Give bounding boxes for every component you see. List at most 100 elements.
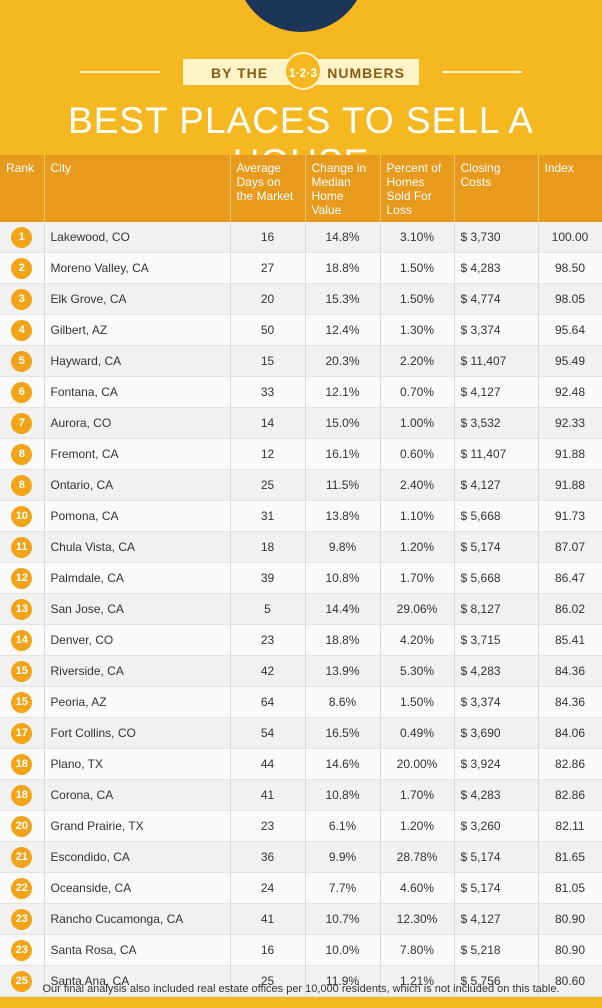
cell: 33 xyxy=(230,376,306,408)
row: 4 Gilbert, AZ 50 12.4% 1.30% $ 3,374 95.64 xyxy=(0,314,602,346)
cell: 39 xyxy=(230,562,306,594)
cell: $ 4,127 xyxy=(454,469,539,501)
row: 21 Escondido, CA 36 9.9% 28.78% $ 5,174 81.65 xyxy=(0,841,602,873)
cell: Gilbert, AZ xyxy=(44,314,231,346)
table: Rank City Average Days on the Market Change… xyxy=(0,155,602,997)
cell: $ 3,924 xyxy=(454,748,539,780)
cell: 92.33 xyxy=(538,407,602,439)
cell: 12 xyxy=(230,438,306,470)
cell: 16.5% xyxy=(305,717,381,749)
cell: 80.90 xyxy=(538,903,602,935)
cell: $ 4,774 xyxy=(454,283,539,315)
column-header: Percent of Homes Sold For Loss xyxy=(380,155,455,222)
rank-cell: 18 xyxy=(0,748,45,780)
cell: Pomona, CA xyxy=(44,500,231,532)
row: 18 Corona, CA 41 10.8% 1.70% $ 4,283 82.86 xyxy=(0,779,602,811)
cell: 91.73 xyxy=(538,500,602,532)
cell: 20.3% xyxy=(305,345,381,377)
cell: 54 xyxy=(230,717,306,749)
footnote: Our final analysis also included real es… xyxy=(42,983,560,995)
row: 10 Pomona, CA 31 13.8% 1.10% $ 5,668 91.73 xyxy=(0,500,602,532)
cell: Hayward, CA xyxy=(44,345,231,377)
row: 25 Santa Ana, CA 25 11.9% 1.21% $ 5,756 80.60 xyxy=(0,965,602,997)
cell: Ontario, CA xyxy=(44,469,231,501)
cell: 25 xyxy=(230,469,306,501)
cell: San Jose, CA xyxy=(44,593,231,625)
cell: $ 11,407 xyxy=(454,345,539,377)
cell: 80.90 xyxy=(538,934,602,966)
column-header: Average Days on the Market xyxy=(230,155,306,222)
cell: 86.47 xyxy=(538,562,602,594)
cell: 4.60% xyxy=(380,872,455,904)
cell: $ 5,756 xyxy=(454,965,539,997)
rank-cell: 21 xyxy=(0,841,45,873)
row: 12 Palmdale, CA 39 10.8% 1.70% $ 5,668 86.47 xyxy=(0,562,602,594)
rank-badge: 5 xyxy=(11,350,33,372)
rank-badge: 17 xyxy=(11,722,33,744)
cell: 10.8% xyxy=(305,562,381,594)
cell: 81.05 xyxy=(538,872,602,904)
cell: 10.0% xyxy=(305,934,381,966)
cell: 84.06 xyxy=(538,717,602,749)
cell: 6.1% xyxy=(305,810,381,842)
cell: 4.20% xyxy=(380,624,455,656)
cell: Riverside, CA xyxy=(44,655,231,687)
row: 15 Riverside, CA 42 13.9% 5.30% $ 4,283 84.36 xyxy=(0,655,602,687)
cell: $ 3,374 xyxy=(454,686,539,718)
cell: 28.78% xyxy=(380,841,455,873)
cell: 12.1% xyxy=(305,376,381,408)
rank-cell: 4 xyxy=(0,314,45,346)
rank-badge: 10 xyxy=(11,505,33,527)
rank-badge: 15 xyxy=(11,660,33,682)
rank-cell: 11 xyxy=(0,531,45,563)
cell: 44 xyxy=(230,748,306,780)
cell: 10.7% xyxy=(305,903,381,935)
cell: 86.02 xyxy=(538,593,602,625)
rank-badge: 3 xyxy=(11,288,33,310)
cell: $ 3,374 xyxy=(454,314,539,346)
cell: $ 3,730 xyxy=(454,222,539,253)
cell: $ 3,260 xyxy=(454,810,539,842)
cell: Lakewood, CO xyxy=(44,222,231,253)
header: smartasset BY THE NUMBERS 1·2·3 BEST PLA… xyxy=(0,0,602,155)
cell: 23 xyxy=(230,810,306,842)
rank-cell: 22 xyxy=(0,872,45,904)
row: 7 Aurora, CO 14 15.0% 1.00% $ 3,532 92.33 xyxy=(0,407,602,439)
cell: 87.07 xyxy=(538,531,602,563)
cell: Fort Collins, CO xyxy=(44,717,231,749)
cell: 1.30% xyxy=(380,314,455,346)
cell: 91.88 xyxy=(538,469,602,501)
rank-badge: 18 xyxy=(11,784,33,806)
cell: 95.49 xyxy=(538,345,602,377)
rank-cell: 15 xyxy=(0,655,45,687)
cell: $ 3,532 xyxy=(454,407,539,439)
cell: Escondido, CA xyxy=(44,841,231,873)
rank-badge: 25 xyxy=(11,970,33,992)
rank-badge: 14 xyxy=(11,629,33,651)
cell: 84.36 xyxy=(538,686,602,718)
cell: 3.10% xyxy=(380,222,455,253)
cell: 98.50 xyxy=(538,252,602,284)
rank-badge: 8 xyxy=(11,474,33,496)
column-header: Change in Median Home Value xyxy=(305,155,381,222)
cell: 80.60 xyxy=(538,965,602,997)
column-header: Closing Costs xyxy=(454,155,539,222)
rule xyxy=(80,71,160,73)
cell: $ 3,690 xyxy=(454,717,539,749)
rank-cell: 10 xyxy=(0,500,45,532)
rank-badge: 23 xyxy=(11,939,33,961)
rank-cell: 23 xyxy=(0,934,45,966)
cell: 84.36 xyxy=(538,655,602,687)
cell: 1.50% xyxy=(380,686,455,718)
rank-cell: 17 xyxy=(0,717,45,749)
cell: 1.50% xyxy=(380,252,455,284)
rule xyxy=(442,71,522,73)
cell: Plano, TX xyxy=(44,748,231,780)
cell: $ 4,127 xyxy=(454,376,539,408)
cell: $ 4,283 xyxy=(454,655,539,687)
row: 8 Ontario, CA 25 11.5% 2.40% $ 4,127 91.88 xyxy=(0,469,602,501)
rank-cell: 5 xyxy=(0,345,45,377)
row: 17 Fort Collins, CO 54 16.5% 0.49% $ 3,690 84.… xyxy=(0,717,602,749)
rank-badge: 22 xyxy=(11,877,33,899)
cell: 7.7% xyxy=(305,872,381,904)
